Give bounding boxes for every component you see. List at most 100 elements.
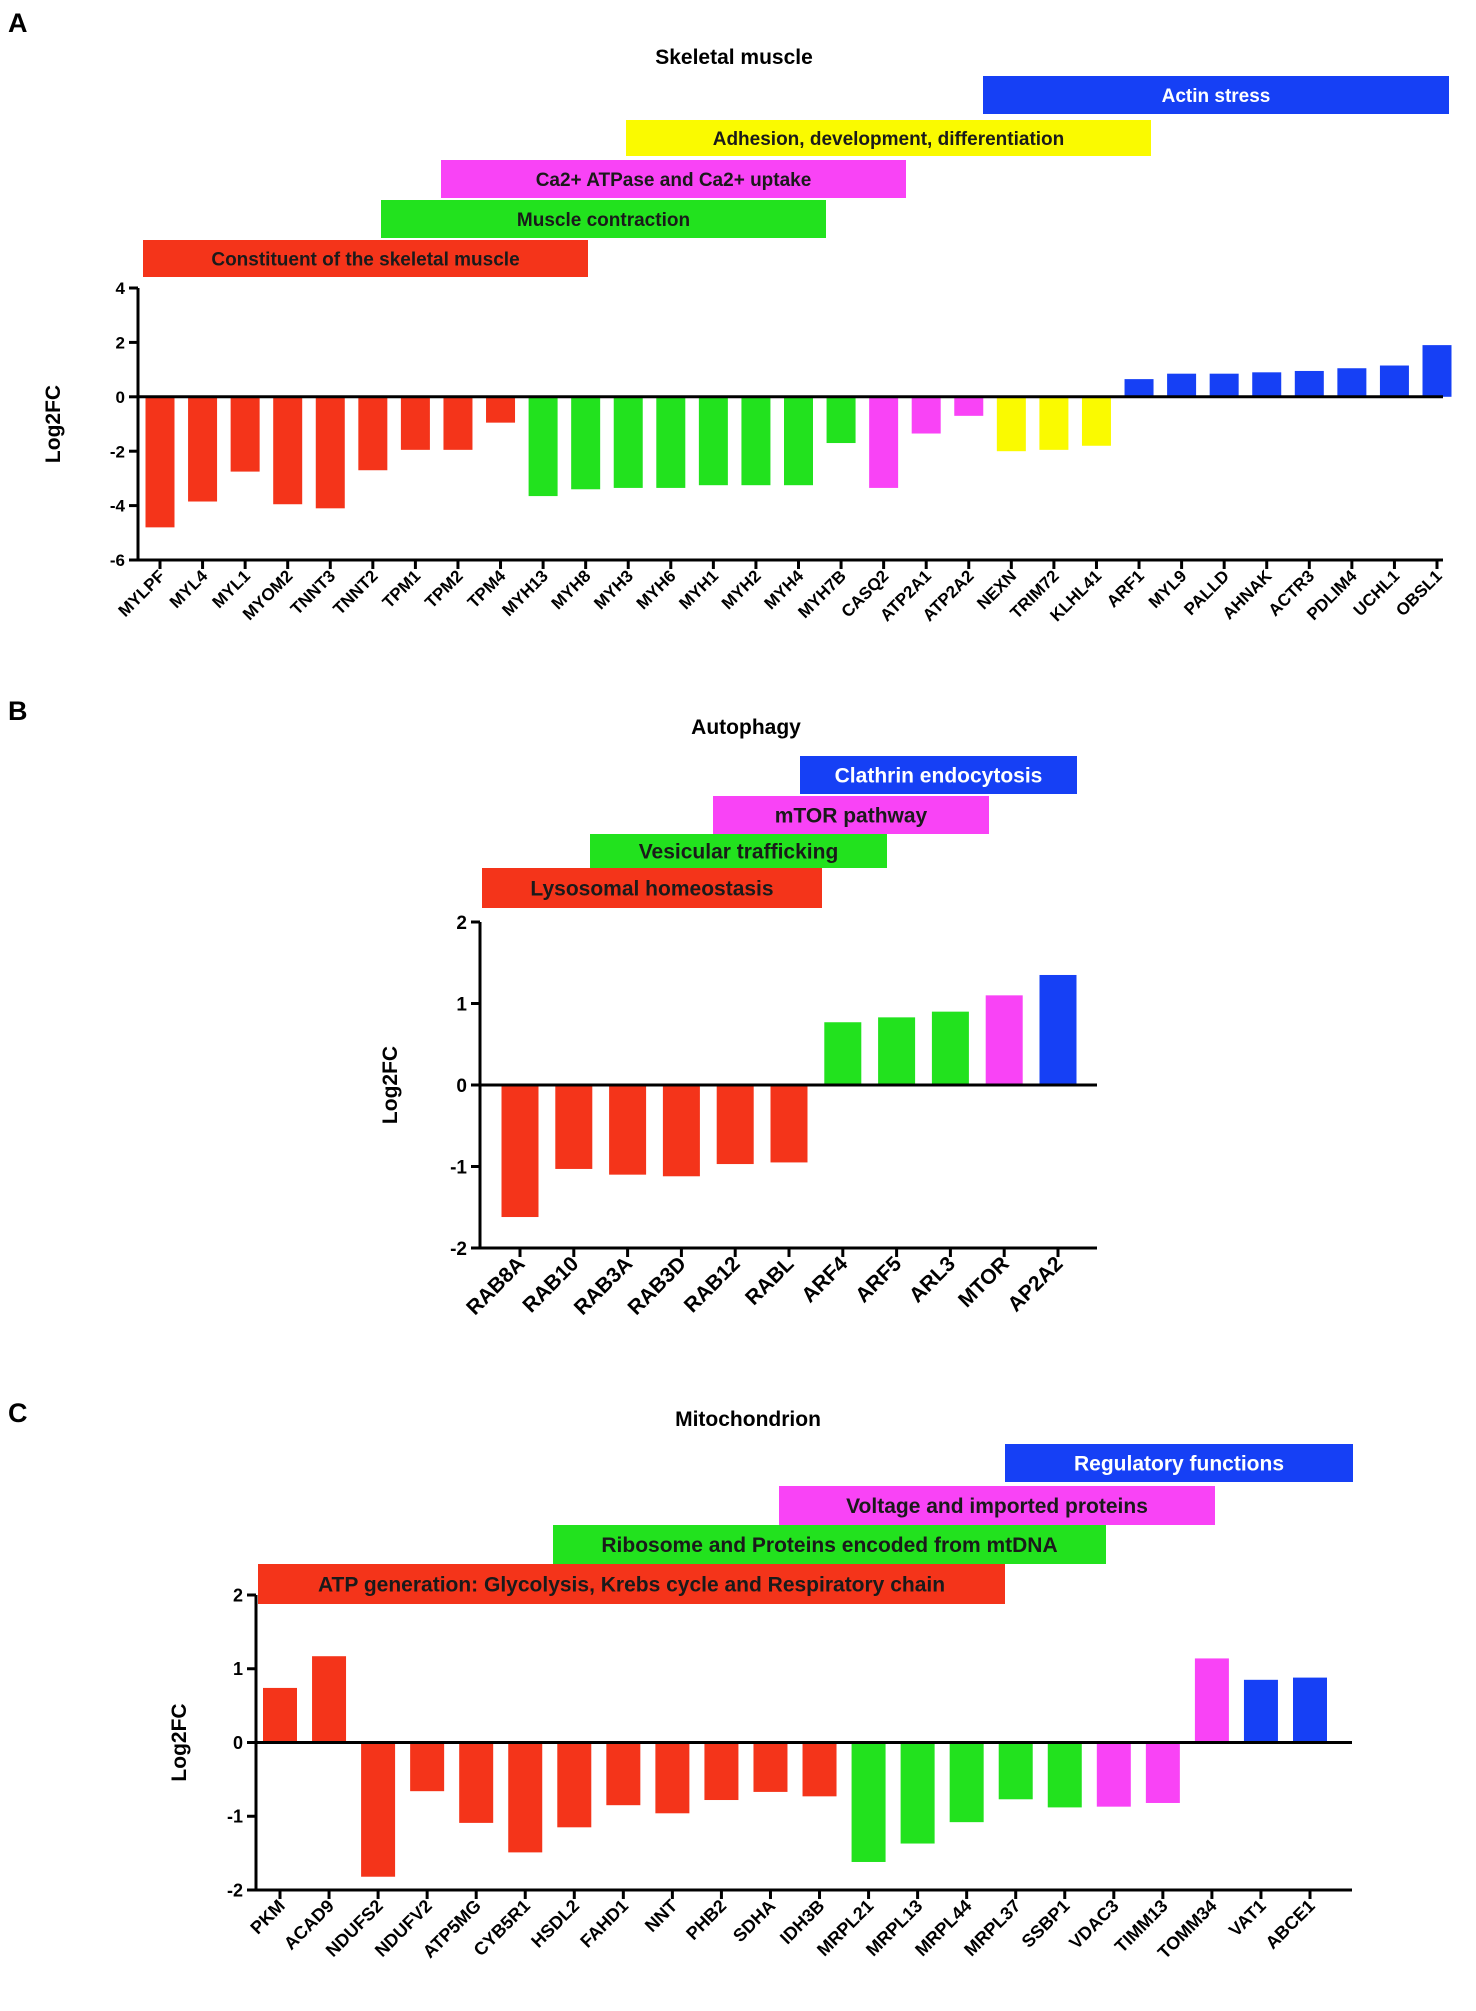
x-category-label: ABCE1	[1262, 1896, 1319, 1953]
x-category-label: PKM	[246, 1896, 288, 1938]
bar-obsl1	[1422, 345, 1452, 397]
bar-myl4	[188, 396, 218, 502]
x-category-label: NNT	[641, 1896, 681, 1936]
x-category-label: SDHA	[729, 1896, 779, 1946]
bar-tpm1	[400, 396, 430, 450]
bar-myh3	[613, 396, 643, 488]
bar-rab10	[555, 1085, 593, 1169]
x-category-label: MYH6	[633, 566, 680, 613]
chart-title: Mitochondrion	[675, 1408, 821, 1431]
x-category-label: TPM1	[379, 566, 424, 611]
bar-myh13	[528, 396, 558, 497]
x-category-label: MYH2	[718, 566, 765, 613]
bar-arf4	[824, 1022, 862, 1085]
bar-palld	[1209, 373, 1239, 397]
bar-myl1	[230, 396, 260, 472]
y-tick-label: 0	[233, 1733, 243, 1753]
x-category-label: ARL3	[905, 1252, 960, 1307]
bar-tomm34	[1194, 1658, 1229, 1743]
bar-myh2	[741, 396, 771, 486]
bar-uchl1	[1379, 365, 1409, 397]
y-tick-label: -1	[450, 1157, 467, 1178]
bar-vdac3	[1096, 1742, 1131, 1807]
group-header-bar	[143, 240, 588, 277]
group-header-label: Lysosomal homeostasis	[530, 878, 773, 901]
bar-pkm	[263, 1687, 297, 1743]
x-category-label: UCHL1	[1350, 566, 1404, 620]
group-header-bar	[800, 756, 1077, 794]
bar-vat1	[1243, 1679, 1278, 1743]
bar-atp2a1	[911, 396, 941, 434]
x-category-label: ARF1	[1103, 566, 1148, 611]
bar-idh3b	[802, 1742, 837, 1797]
group-header-label: Voltage and imported proteins	[846, 1495, 1148, 1518]
bar-pdlim4	[1337, 368, 1367, 397]
chart-title: Skeletal muscle	[655, 46, 813, 69]
bar-fahd1	[606, 1742, 641, 1806]
group-header-bar	[983, 76, 1449, 114]
y-tick-label: 0	[456, 1076, 467, 1097]
y-axis-label: Log2FC	[42, 385, 65, 463]
x-category-label: MYH7B	[794, 566, 850, 622]
x-category-label: MYH3	[590, 566, 637, 613]
y-tick-label: -4	[110, 497, 126, 516]
x-category-label: ARF5	[851, 1252, 906, 1307]
y-tick-label: -2	[227, 1880, 243, 1900]
panel-letter: A	[8, 8, 28, 38]
bar-mrpl37	[998, 1742, 1033, 1800]
bar-nnt	[655, 1742, 690, 1814]
group-header-label: Ribosome and Proteins encoded from mtDNA	[601, 1534, 1057, 1557]
y-axis-label: Log2FC	[379, 1046, 402, 1124]
group-header-label: Clathrin endocytosis	[835, 765, 1043, 788]
group-header-label: Muscle contraction	[517, 210, 690, 231]
bar-tpm4	[486, 396, 516, 423]
x-category-label: TPM2	[421, 566, 466, 611]
y-tick-label: 2	[116, 334, 125, 353]
x-category-label: TNNT3	[287, 566, 339, 618]
bar-rab8a	[501, 1085, 539, 1218]
x-category-label: TNNT2	[329, 566, 381, 618]
y-tick-label: -2	[450, 1239, 467, 1260]
y-tick-label: 1	[456, 994, 467, 1015]
bar-ahnak	[1252, 372, 1282, 397]
x-category-label: AP2A2	[1003, 1252, 1067, 1316]
x-category-label: VAT1	[1225, 1896, 1270, 1941]
x-category-label: ARF4	[797, 1252, 852, 1307]
bar-tpm2	[443, 396, 473, 450]
group-header-bar	[258, 1564, 1005, 1604]
chart-panel-a: A Skeletal muscle Actin stress Adhesion, de…	[8, 8, 1452, 625]
bar-abce1	[1293, 1677, 1327, 1743]
group-header-label: mTOR pathway	[775, 805, 928, 828]
x-category-label: RAB3D	[624, 1252, 691, 1319]
bar-mrpl44	[949, 1742, 984, 1823]
group-header-bar	[626, 120, 1151, 156]
bar-mrpl13	[900, 1742, 935, 1844]
y-tick-label: -2	[110, 442, 125, 461]
y-tick-label: -6	[110, 551, 125, 570]
y-tick-label: 2	[456, 913, 467, 934]
bar-ndufv2	[410, 1742, 445, 1792]
bar-phb2	[704, 1742, 739, 1801]
bar-mylpf	[145, 396, 175, 528]
bar-mrpl21	[851, 1742, 886, 1862]
group-header-bar	[713, 796, 989, 834]
bar-acad9	[312, 1656, 347, 1743]
group-header-bar	[441, 160, 906, 198]
group-header-label: Ca2+ ATPase and Ca2+ uptake	[536, 170, 812, 191]
bar-myh7b	[826, 396, 856, 444]
y-tick-label: 4	[116, 279, 126, 298]
panel-letter: C	[8, 1398, 28, 1428]
group-header-label: Constituent of the skeletal muscle	[211, 249, 519, 270]
x-category-label: MYL4	[166, 566, 212, 612]
group-header-bar	[1005, 1444, 1353, 1482]
bar-sdha	[753, 1742, 788, 1792]
group-header-bar	[779, 1486, 1215, 1525]
bar-atp5mg	[459, 1742, 494, 1823]
bar-tnnt3	[315, 396, 345, 509]
x-category-label: MYH1	[675, 566, 722, 613]
bar-atp2a2	[954, 396, 984, 416]
chart-title: Autophagy	[691, 716, 801, 739]
y-tick-label: 1	[233, 1659, 243, 1679]
group-header-bar	[590, 834, 887, 868]
bar-klhl41	[1081, 396, 1111, 446]
